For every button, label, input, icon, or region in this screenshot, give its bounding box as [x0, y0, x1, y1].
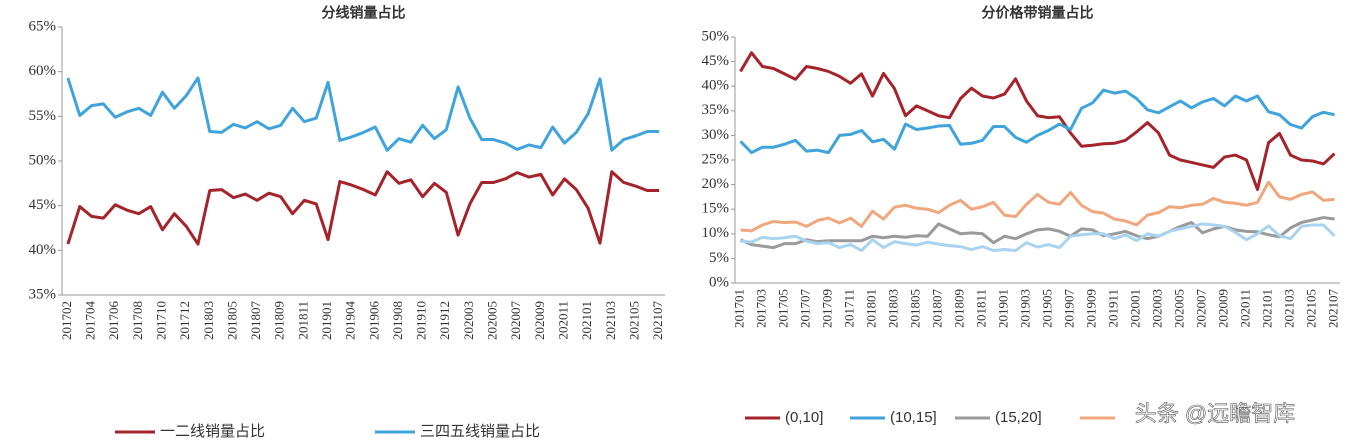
series-line — [739, 51, 1336, 192]
x-tick-label: 201706 — [106, 301, 121, 341]
x-tick-label: 201811 — [973, 289, 988, 328]
x-tick-label: 202007 — [1193, 289, 1208, 329]
series-line — [739, 88, 1335, 155]
series-line — [739, 216, 1335, 250]
x-tick-label: 201904 — [343, 301, 358, 341]
y-tick-label: 15% — [702, 201, 730, 217]
x-tick-label: 201910 — [414, 301, 429, 340]
legend-label: (0,10] — [785, 409, 823, 426]
x-tick-label: 201805 — [907, 289, 922, 328]
y-tick-label: 25% — [702, 151, 730, 167]
y-tick-label: 0% — [709, 274, 729, 290]
y-tick-label: 35% — [702, 102, 730, 118]
x-tick-label: 202011 — [1237, 289, 1252, 328]
x-tick-label: 202005 — [485, 301, 500, 340]
x-tick-label: 202003 — [1149, 289, 1164, 328]
x-tick-label: 202009 — [1215, 289, 1230, 328]
y-tick-label: 5% — [709, 250, 729, 266]
y-tick-label: 30% — [702, 127, 730, 143]
legend-label: (10,15] — [890, 409, 937, 426]
x-tick-label: 202105 — [1303, 289, 1318, 328]
x-tick-label: 201809 — [272, 301, 287, 340]
x-tick-label: 202001 — [1127, 289, 1142, 328]
series-line — [740, 180, 1335, 233]
series-line — [66, 76, 660, 152]
y-tick-label: 50% — [29, 152, 57, 168]
x-tick-label: 201811 — [295, 301, 310, 340]
x-tick-label: 202007 — [508, 301, 523, 341]
x-tick-label: 201710 — [153, 301, 168, 340]
x-tick-label: 201911 — [1105, 289, 1120, 328]
x-tick-label: 202003 — [461, 301, 476, 340]
x-tick-label: 201702 — [59, 301, 74, 340]
y-tick-label: 40% — [702, 78, 730, 94]
x-tick-label: 201703 — [753, 289, 768, 328]
x-tick-label: 201709 — [819, 289, 834, 328]
x-tick-label: 201803 — [201, 301, 216, 340]
x-tick-label: 202009 — [532, 301, 547, 340]
y-tick-label: 35% — [29, 286, 57, 302]
x-tick-label: 201912 — [437, 301, 452, 340]
chart-title: 分线销量占比 — [322, 5, 406, 21]
x-tick-label: 202103 — [1281, 289, 1296, 328]
x-tick-label: 202101 — [579, 301, 594, 340]
x-tick-label: 202101 — [1259, 289, 1274, 328]
x-tick-label: 201807 — [929, 289, 944, 329]
y-tick-label: 45% — [702, 53, 730, 69]
watermark: 头条 @远瞻智库 — [1135, 401, 1295, 426]
y-tick-label: 65% — [29, 18, 57, 34]
legend-label: (15,20] — [995, 409, 1042, 426]
x-tick-label: 201901 — [319, 301, 334, 340]
x-tick-label: 201711 — [841, 289, 856, 328]
y-tick-label: 40% — [29, 242, 57, 258]
y-tick-label: 20% — [702, 176, 730, 192]
x-tick-label: 201907 — [1061, 289, 1076, 329]
x-tick-label: 201903 — [1017, 289, 1032, 328]
x-tick-label: 202011 — [555, 301, 570, 340]
x-tick-label: 201707 — [797, 289, 812, 329]
x-tick-label: 201901 — [995, 289, 1010, 328]
x-tick-label: 201708 — [130, 301, 145, 340]
x-tick-label: 201809 — [951, 289, 966, 328]
x-tick-label: 202107 — [650, 301, 665, 341]
x-tick-label: 201805 — [224, 301, 239, 340]
x-tick-label: 202005 — [1171, 289, 1186, 328]
x-tick-label: 201908 — [390, 301, 405, 340]
series-line — [740, 222, 1336, 253]
x-tick-label: 201906 — [366, 301, 381, 341]
x-tick-label: 201704 — [83, 301, 98, 341]
x-tick-label: 201801 — [863, 289, 878, 328]
x-tick-label: 202103 — [603, 301, 618, 340]
legend-label: 三四五线销量占比 — [420, 423, 540, 440]
x-tick-label: 201705 — [775, 289, 790, 328]
x-tick-label: 202107 — [1325, 289, 1340, 329]
series-line — [66, 170, 660, 246]
y-tick-label: 55% — [29, 108, 57, 124]
y-tick-label: 10% — [702, 225, 730, 241]
x-tick-label: 201905 — [1039, 289, 1054, 328]
chart-title: 分价格带销量占比 — [982, 5, 1094, 21]
x-tick-label: 201712 — [177, 301, 192, 340]
y-tick-label: 50% — [702, 28, 730, 44]
y-tick-label: 60% — [29, 63, 57, 79]
x-tick-label: 201701 — [731, 289, 746, 328]
x-tick-label: 202105 — [626, 301, 641, 340]
x-tick-label: 201807 — [248, 301, 263, 341]
x-tick-label: 201909 — [1083, 289, 1098, 328]
y-tick-label: 45% — [29, 197, 57, 213]
legend-label: 一二线销量占比 — [160, 423, 265, 440]
x-tick-label: 201803 — [885, 289, 900, 328]
